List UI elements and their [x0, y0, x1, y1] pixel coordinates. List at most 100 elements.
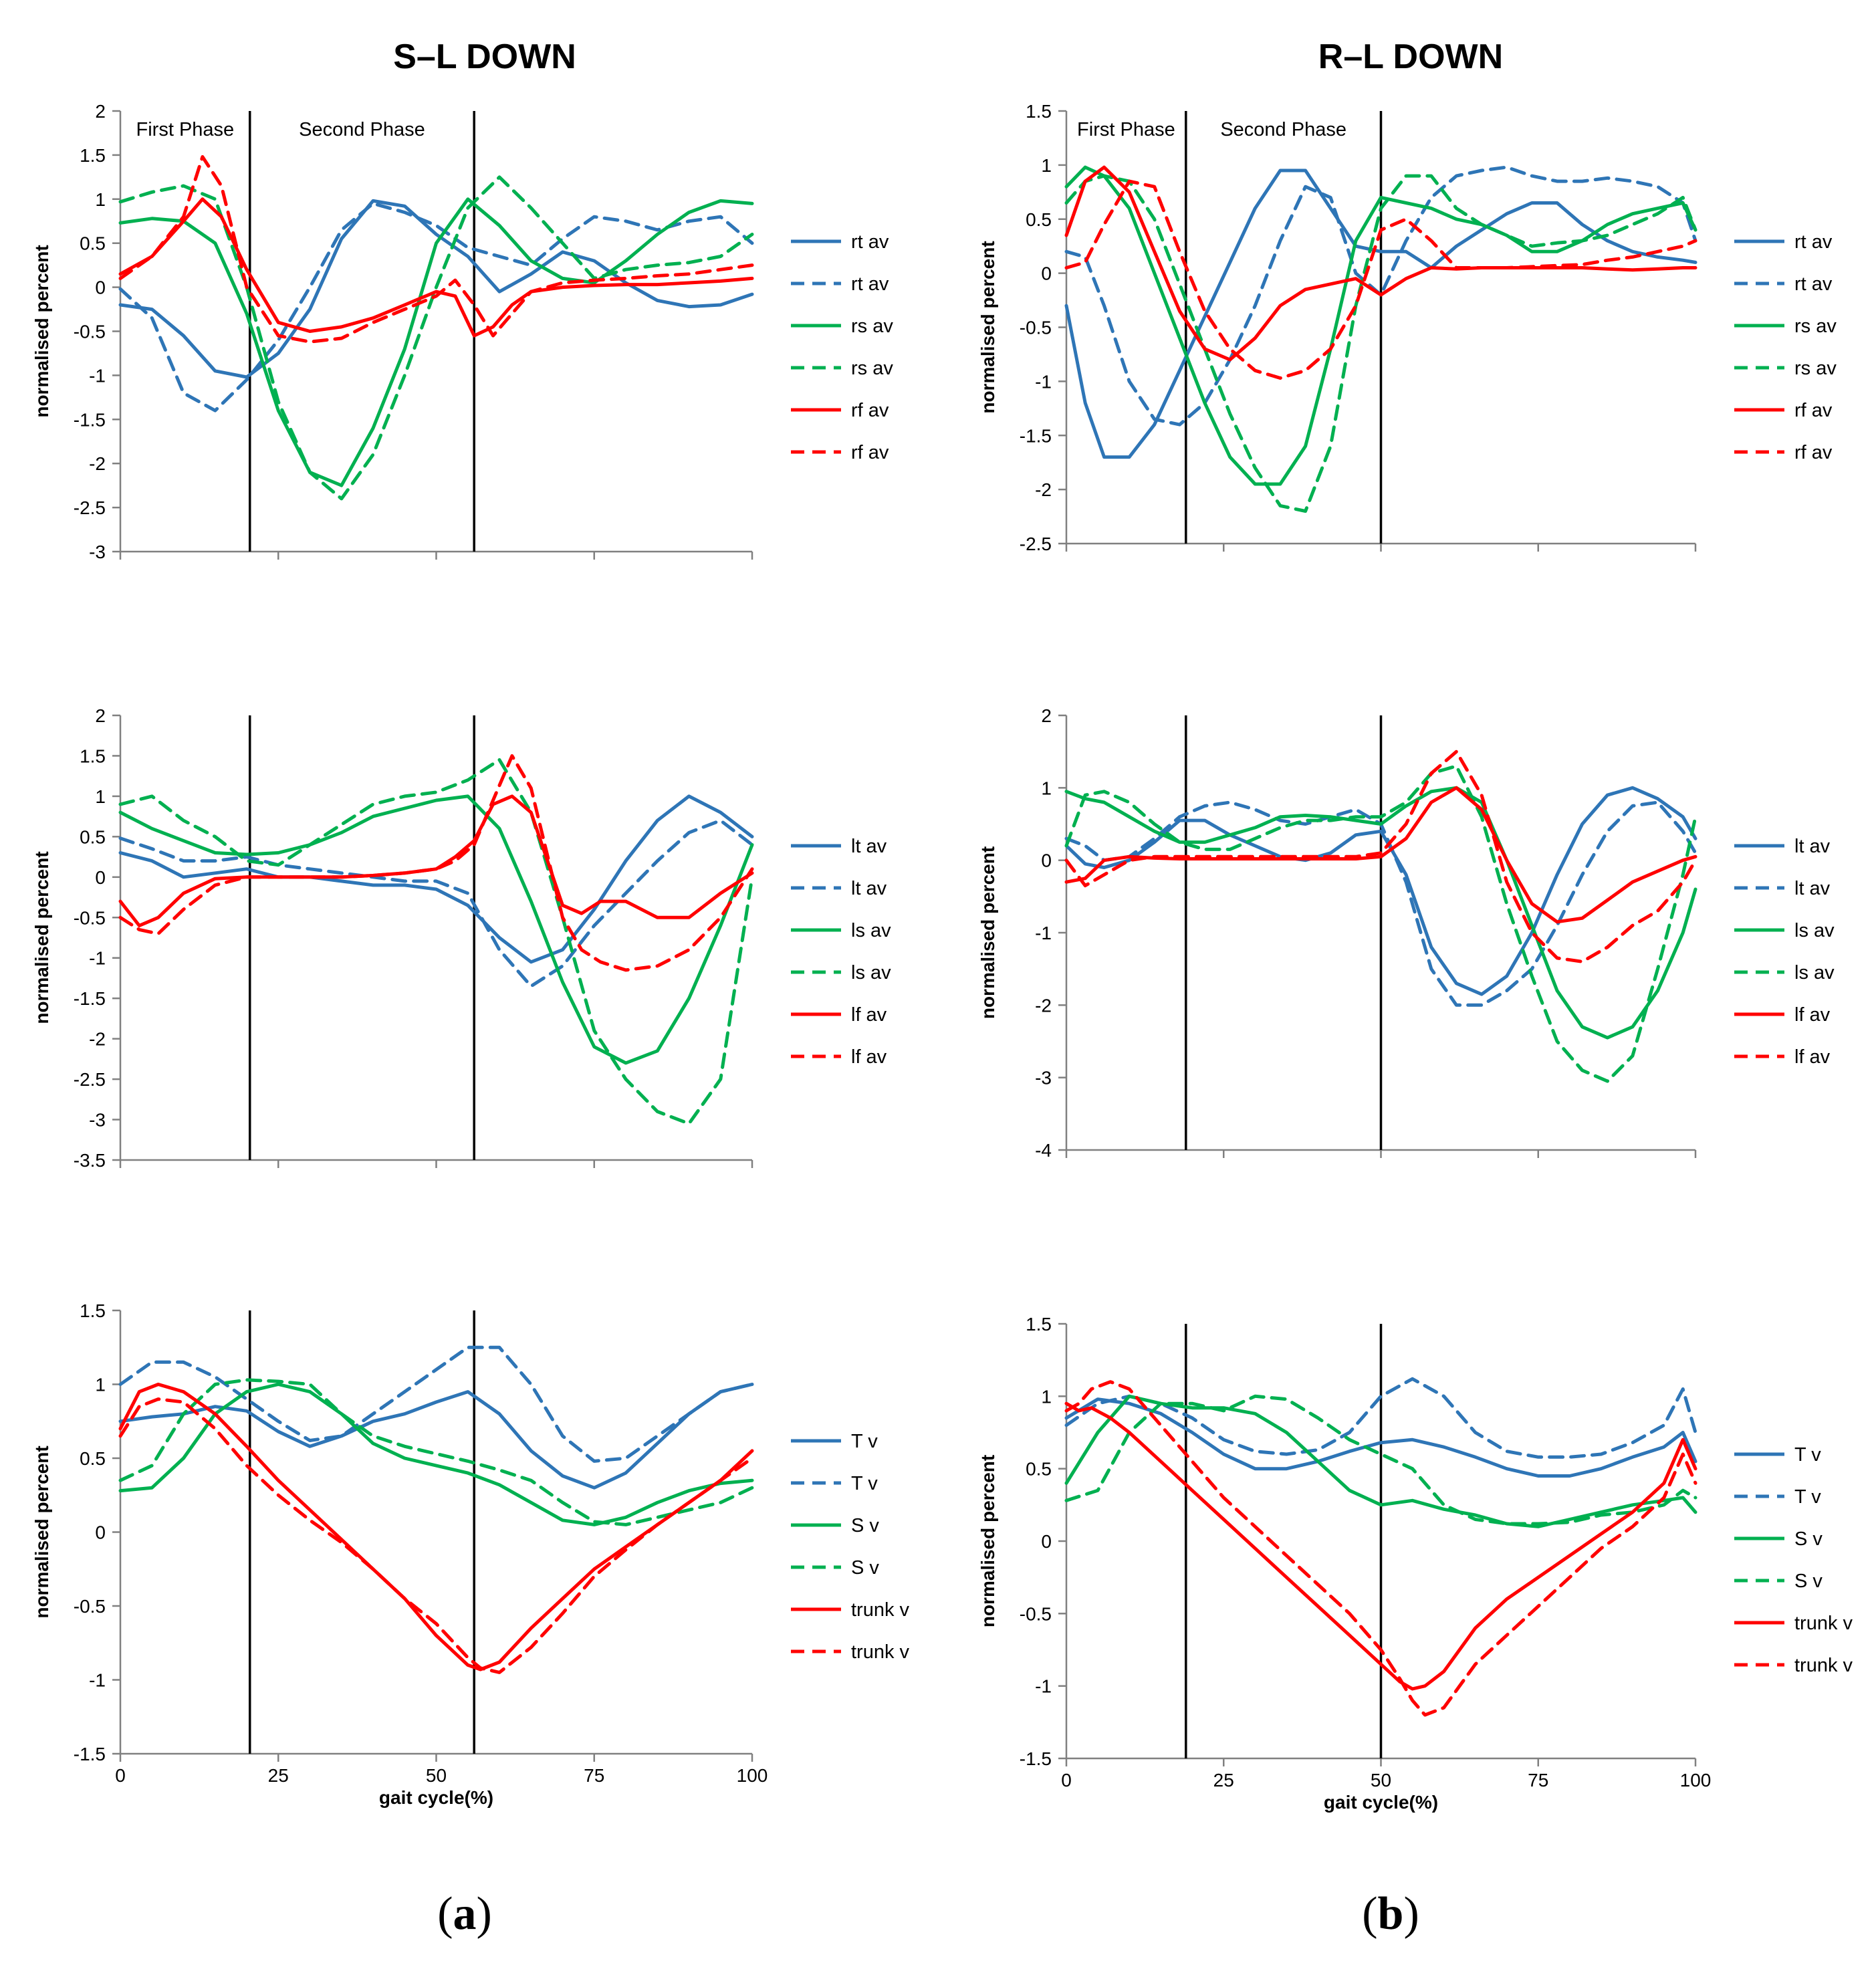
y-tick-label: 0.5 — [1026, 209, 1052, 230]
legend-label: trunk v — [851, 1599, 910, 1621]
y-tick-label: 1 — [1041, 155, 1052, 176]
series-line-lf-av-dashed — [1064, 749, 1697, 963]
y-tick-label: 0 — [95, 867, 106, 888]
y-tick-label: 0.5 — [80, 233, 106, 254]
series-line-S-v-dashed — [1064, 1394, 1697, 1526]
series-line-rf-av-solid — [1064, 165, 1697, 362]
chart-b-top: 1.5 1 0.5 0 -0.5 -1 -1.5 -2 -2.5 normalised perce… — [977, 101, 1837, 554]
legend-label: rf av — [851, 442, 889, 463]
y-tick-label: -2.5 — [1020, 534, 1052, 554]
x-tick-label: 100 — [1680, 1770, 1712, 1791]
phase-label: Second Phase — [1220, 119, 1346, 140]
y-tick-label: -0.5 — [1020, 1603, 1052, 1624]
panel-caption: (b) — [1362, 1888, 1419, 1940]
series-line-ls-av-dashed — [1064, 764, 1697, 1083]
legend-label: S v — [1794, 1528, 1823, 1550]
series-line-ls-av-dashed — [118, 758, 754, 1126]
series-line-trunk-v-solid — [1064, 1401, 1697, 1691]
y-tick-label: 2 — [95, 101, 106, 122]
series-line-rt-av-solid — [118, 199, 754, 379]
y-tick-label: 1 — [1041, 1386, 1052, 1407]
y-tick-label: 1.5 — [1026, 101, 1052, 122]
legend-label: rt av — [1794, 273, 1833, 295]
legend-label: ls av — [851, 920, 891, 941]
series-line-T-v-dashed — [1064, 1377, 1697, 1459]
legend-label: lf av — [1794, 1004, 1831, 1026]
phase-label: Second Phase — [299, 119, 425, 140]
series-line-rt-av-solid — [1064, 168, 1697, 459]
y-tick-label: 2 — [1041, 705, 1052, 726]
legend-label: ls av — [851, 962, 891, 984]
y-tick-label: 1 — [95, 786, 106, 807]
column-title: S–L DOWN — [393, 37, 576, 76]
x-tick-label: 75 — [584, 1765, 604, 1786]
legend-label: S v — [1794, 1571, 1823, 1592]
series-line-rf-av-dashed — [118, 155, 754, 344]
x-tick-label: 100 — [737, 1765, 768, 1786]
series-line-S-v-solid — [1064, 1394, 1697, 1528]
legend-label: rs av — [851, 316, 893, 337]
y-axis-label: normalised percent — [977, 846, 998, 1019]
series-line-rs-av-dashed — [1064, 174, 1697, 513]
series-line-trunk-v-dashed — [1064, 1380, 1697, 1717]
legend-label: lt av — [1794, 836, 1831, 857]
y-tick-label: 0 — [95, 1522, 106, 1543]
y-tick-label: 1 — [95, 1375, 106, 1395]
series-line-lf-av-solid — [118, 794, 754, 927]
y-tick-label: 0 — [95, 277, 106, 298]
series-line-T-v-solid — [1064, 1397, 1697, 1478]
y-tick-label: -1 — [1035, 1676, 1052, 1697]
y-tick-label: -0.5 — [74, 907, 106, 928]
legend-label: rf av — [1794, 442, 1833, 463]
y-axis-label: normalised percent — [31, 851, 52, 1024]
series-line-lt-av-solid — [118, 794, 754, 964]
y-axis-label: normalised percent — [977, 1455, 998, 1627]
y-tick-label: -3 — [1035, 1068, 1052, 1088]
y-tick-label: -1.5 — [74, 409, 106, 430]
legend-label: ls av — [1794, 962, 1835, 984]
legend-label: T v — [851, 1431, 878, 1452]
y-tick-label: -1.5 — [74, 1744, 106, 1764]
legend-label: rt av — [1794, 231, 1833, 253]
y-tick-label: 0.5 — [80, 826, 106, 847]
phase-label: First Phase — [136, 119, 235, 140]
y-tick-label: -1 — [89, 365, 106, 386]
legend-label: lf av — [851, 1004, 887, 1026]
y-tick-label: -3 — [89, 542, 106, 562]
chart-a-mid: 2 1.5 1 0.5 0 -0.5 -1 -1.5 -2 -2.5 -3 -3.5 normalise… — [31, 705, 891, 1171]
legend-label: rt av — [851, 273, 889, 295]
y-tick-label: 2 — [95, 705, 106, 726]
y-tick-label: 1.5 — [80, 1300, 106, 1321]
chart-b-mid: 2 1 0 -1 -2 -3 -4 normalised percent lt av lt av l… — [977, 705, 1835, 1161]
series-line-lt-av-dashed — [118, 818, 754, 988]
x-tick-label: 25 — [1213, 1770, 1234, 1791]
y-tick-label: 1.5 — [80, 145, 106, 166]
y-tick-label: -2.5 — [74, 1069, 106, 1090]
y-tick-label: -0.5 — [74, 322, 106, 342]
series-line-ls-av-solid — [1064, 786, 1697, 1040]
chart-a-bot: 1.5 1 0.5 0 -0.5 -1 -1.5 0 25 50 75 100 normalised p… — [31, 1300, 910, 1808]
series-line-S-v-dashed — [118, 1378, 754, 1526]
y-tick-label: -2 — [89, 453, 106, 474]
legend-label: rt av — [851, 231, 889, 253]
y-tick-label: 1.5 — [80, 745, 106, 766]
y-tick-label: 1 — [1041, 778, 1052, 798]
y-tick-label: -2 — [1035, 995, 1052, 1016]
legend-label: rs av — [851, 358, 893, 379]
legend-label: rs av — [1794, 316, 1837, 337]
legend-label: rf av — [851, 400, 889, 421]
y-tick-label: -0.5 — [74, 1596, 106, 1617]
y-tick-label: -4 — [1035, 1140, 1052, 1161]
series-line-rf-av-dashed — [1064, 179, 1697, 380]
phase-label: First Phase — [1077, 119, 1175, 140]
y-axis-label: normalised percent — [977, 241, 998, 413]
y-tick-label: -3.5 — [74, 1150, 106, 1171]
legend-label: rs av — [1794, 358, 1837, 379]
chart-a-top: 2 1.5 1 0.5 0 -0.5 -1 -1.5 -2 -2.5 -3 normalised pe… — [31, 101, 893, 562]
legend-label: lt av — [851, 878, 887, 899]
chart-b-bot: 1.5 1 0.5 0 -0.5 -1 -1.5 0 25 50 75 100 normalised p… — [977, 1314, 1853, 1813]
legend-label: trunk v — [851, 1641, 910, 1663]
legend-label: lt av — [851, 836, 887, 857]
y-tick-label: -2 — [1035, 479, 1052, 500]
